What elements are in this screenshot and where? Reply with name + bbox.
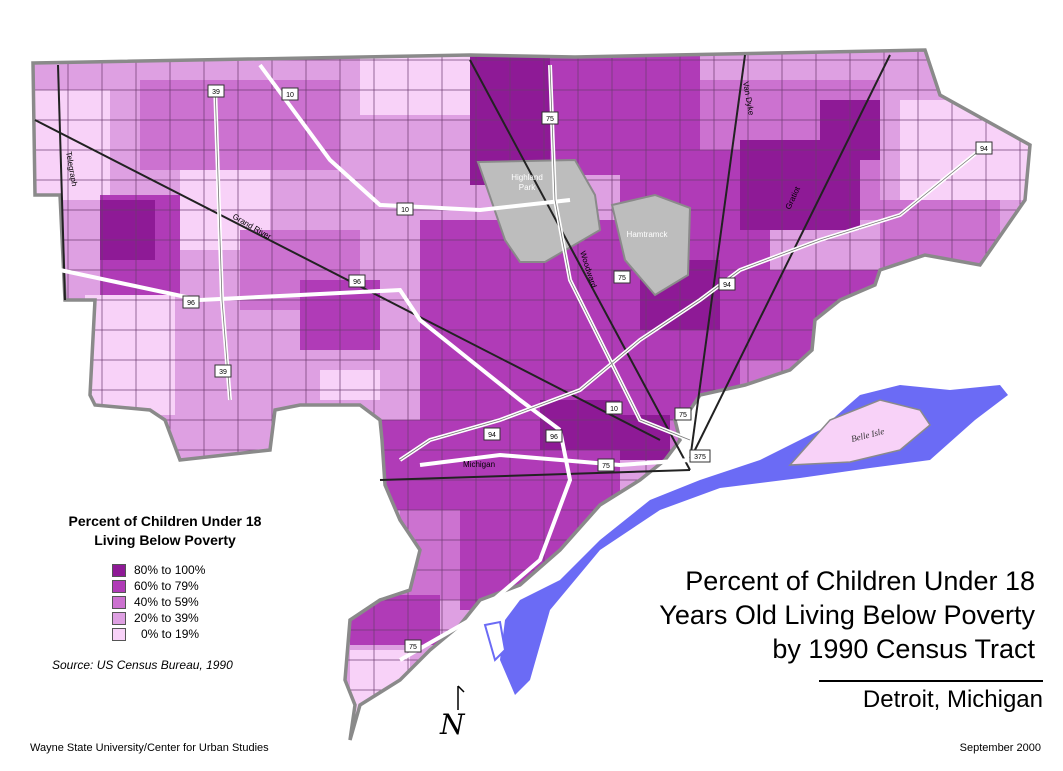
river-inlet (483, 620, 507, 662)
legend-label: 40% to 59% (134, 595, 199, 609)
shield-94-east: 94 (975, 141, 993, 155)
label-michigan: Michigan (463, 460, 495, 469)
shield-75-north: 75 (541, 111, 559, 125)
shield-75-downtown: 75 (674, 407, 692, 421)
hamtramck-enclave (610, 193, 692, 297)
legend-swatch (112, 579, 126, 593)
shield-96-west: 96 (182, 295, 200, 309)
shield-94-west: 94 (483, 427, 501, 441)
svg-text:39: 39 (219, 369, 227, 376)
legend-label: 60% to 79% (134, 579, 199, 593)
svg-text:75: 75 (546, 116, 554, 123)
svg-text:10: 10 (610, 406, 618, 413)
label-hamtramck: Hamtramck (627, 230, 669, 239)
highway-shields: 39 10 75 94 10 96 96 39 75 94 96 10 75 7… (182, 84, 993, 653)
source-note: Source: US Census Bureau, 1990 (52, 658, 233, 672)
map-subtitle: Detroit, Michigan (862, 686, 1043, 713)
svg-text:96: 96 (550, 434, 558, 441)
legend-title-line1: Percent of Children Under 18 (68, 513, 262, 529)
map-title: Percent of Children Under 18 Years Old L… (659, 564, 1035, 666)
north-letter: N (440, 708, 465, 741)
legend-row: 20% to 39% (112, 610, 290, 626)
legend-row: 40% to 59% (112, 594, 290, 610)
shield-10-south: 10 (605, 401, 623, 415)
svg-text:94: 94 (980, 146, 988, 153)
title-divider (819, 680, 1043, 682)
legend-label: 0% to 19% (141, 627, 200, 641)
svg-text:75: 75 (618, 275, 626, 282)
svg-text:75: 75 (602, 463, 610, 470)
poverty-legend: Percent of Children Under 18 Living Belo… (40, 512, 290, 642)
belle-isle (788, 399, 931, 466)
footer-credit: Wayne State University/Center for Urban … (30, 742, 269, 754)
title-line2: Years Old Living Below Poverty (659, 600, 1035, 630)
label-highland-park-2: Park (519, 183, 536, 192)
shield-375: 375 (689, 449, 711, 463)
legend-items: 80% to 100% 60% to 79% 40% to 59% 20% to… (112, 562, 290, 642)
shield-75-hamtramck: 75 (613, 270, 631, 284)
title-line1: Percent of Children Under 18 (685, 566, 1035, 596)
north-arrow-icon (457, 685, 465, 710)
svg-text:10: 10 (286, 92, 294, 99)
shield-75-southwest: 75 (404, 639, 422, 653)
north-arrow: N (438, 682, 478, 742)
shield-39-south: 39 (214, 364, 232, 378)
svg-text:10: 10 (401, 207, 409, 214)
legend-swatch (112, 627, 126, 641)
svg-text:96: 96 (187, 300, 195, 307)
svg-text:94: 94 (488, 432, 496, 439)
shield-10-mid: 10 (396, 202, 414, 216)
legend-swatch (112, 611, 126, 625)
footer-date: September 2000 (959, 742, 1041, 754)
label-highland-park-1: Highland (511, 173, 543, 182)
shield-96-south: 96 (545, 429, 563, 443)
legend-label: 20% to 39% (134, 611, 199, 625)
shield-96-mid: 96 (348, 274, 366, 288)
legend-title-line2: Living Below Poverty (94, 532, 236, 548)
svg-text:94: 94 (723, 282, 731, 289)
shield-10-north: 10 (281, 87, 299, 101)
legend-label: 80% to 100% (134, 563, 206, 577)
shield-94-mid: 94 (718, 277, 736, 291)
legend-swatch (112, 563, 126, 577)
highland-park-enclave (476, 158, 602, 263)
svg-text:75: 75 (409, 644, 417, 651)
legend-row: 0% to 19% (112, 626, 290, 642)
title-line3: by 1990 Census Tract (772, 634, 1035, 664)
svg-text:375: 375 (694, 454, 706, 461)
legend-row: 80% to 100% (112, 562, 290, 578)
legend-swatch (112, 595, 126, 609)
legend-row: 60% to 79% (112, 578, 290, 594)
svg-text:75: 75 (679, 412, 687, 419)
shield-39-north: 39 (207, 84, 225, 98)
major-roads (34, 54, 891, 481)
detroit-river (500, 385, 1008, 695)
svg-text:96: 96 (353, 279, 361, 286)
shield-75-michigan: 75 (597, 458, 615, 472)
svg-text:39: 39 (212, 89, 220, 96)
